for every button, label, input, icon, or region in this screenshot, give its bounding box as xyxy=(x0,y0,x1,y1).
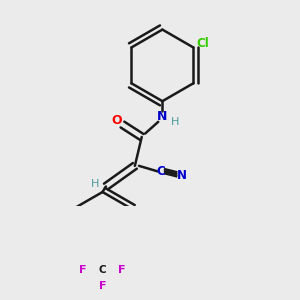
Text: C: C xyxy=(99,266,106,275)
Text: F: F xyxy=(118,266,125,275)
Text: F: F xyxy=(99,280,106,291)
Text: N: N xyxy=(157,110,168,123)
Text: N: N xyxy=(177,169,187,182)
Text: H: H xyxy=(171,117,179,127)
Text: H: H xyxy=(91,179,99,189)
Text: C: C xyxy=(157,165,165,178)
Text: Cl: Cl xyxy=(196,37,209,50)
Text: O: O xyxy=(112,114,122,127)
Text: F: F xyxy=(80,266,87,275)
